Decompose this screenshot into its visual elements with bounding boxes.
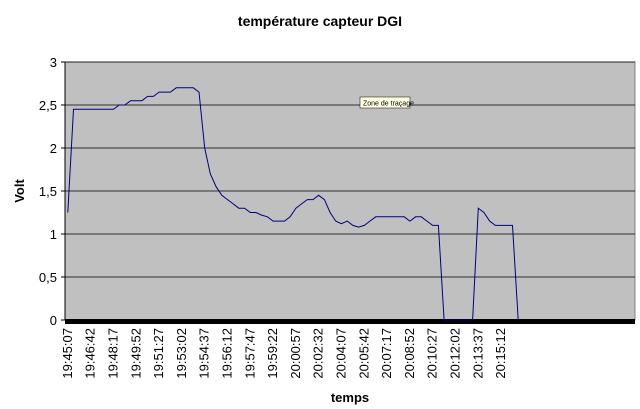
x-tick-label: 20:02:32 <box>311 328 326 379</box>
x-tick-label: 20:08:52 <box>402 328 417 379</box>
x-tick-label: 19:46:42 <box>83 328 98 379</box>
x-tick-label: 19:59:22 <box>265 328 280 379</box>
chart-title: température capteur DGI <box>238 13 402 29</box>
x-tick-label: 20:13:37 <box>470 328 485 379</box>
x-tick-label: 19:53:02 <box>174 328 189 379</box>
y-tick-label: 2,5 <box>39 98 57 113</box>
x-tick-label: 20:00:57 <box>288 328 303 379</box>
y-tick-label: 0,5 <box>39 270 57 285</box>
y-tick-label: 0 <box>50 313 57 328</box>
x-tick-label: 19:56:12 <box>219 328 234 379</box>
x-tick-label: 19:45:07 <box>60 328 75 379</box>
x-tick-label: 20:15:12 <box>493 328 508 379</box>
x-tick-label: 19:57:47 <box>242 328 257 379</box>
annotation-box <box>359 96 411 109</box>
annotation: Zone de traçage <box>363 101 414 108</box>
y-tick-label: 2 <box>50 141 57 156</box>
y-axis-label: Volt <box>12 179 27 203</box>
x-axis-label: temps <box>331 390 369 405</box>
data-line <box>67 87 519 321</box>
y-tick-label: 1 <box>50 227 57 242</box>
x-tick-label: 20:10:27 <box>425 328 440 379</box>
x-tick-label: 19:51:27 <box>151 328 166 379</box>
x-tick-label: 19:48:17 <box>105 328 120 379</box>
y-tick-label: 1,5 <box>39 184 57 199</box>
x-tick-label: 20:07:17 <box>379 328 394 379</box>
x-axis <box>65 319 635 324</box>
x-tick-label: 20:04:07 <box>333 328 348 379</box>
x-tick-label: 19:49:52 <box>128 328 143 379</box>
y-tick-label: 3 <box>50 55 57 70</box>
x-tick-label: 20:05:42 <box>356 328 371 379</box>
x-tick-label: 20:12:02 <box>447 328 462 379</box>
x-tick-label: 19:54:37 <box>197 328 212 379</box>
